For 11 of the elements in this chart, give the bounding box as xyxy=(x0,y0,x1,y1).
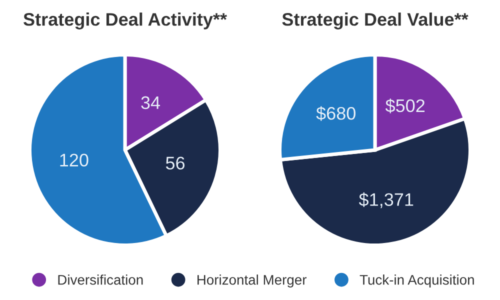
chart-title: Strategic Deal Activity** xyxy=(24,12,228,30)
data-label: $680 xyxy=(316,106,356,121)
data-label: 120 xyxy=(60,154,88,167)
chart-title: Strategic Deal Value** xyxy=(282,12,468,30)
data-label: 56 xyxy=(166,156,185,170)
legend-label: Horizontal Merger xyxy=(198,274,307,288)
legend-label: Diversification xyxy=(58,274,143,285)
data-label: $1,371 xyxy=(358,192,414,208)
data-label: 34 xyxy=(141,96,160,110)
data-label: $502 xyxy=(385,98,425,114)
legend-label: Tuck-in Acquisition xyxy=(360,274,474,288)
